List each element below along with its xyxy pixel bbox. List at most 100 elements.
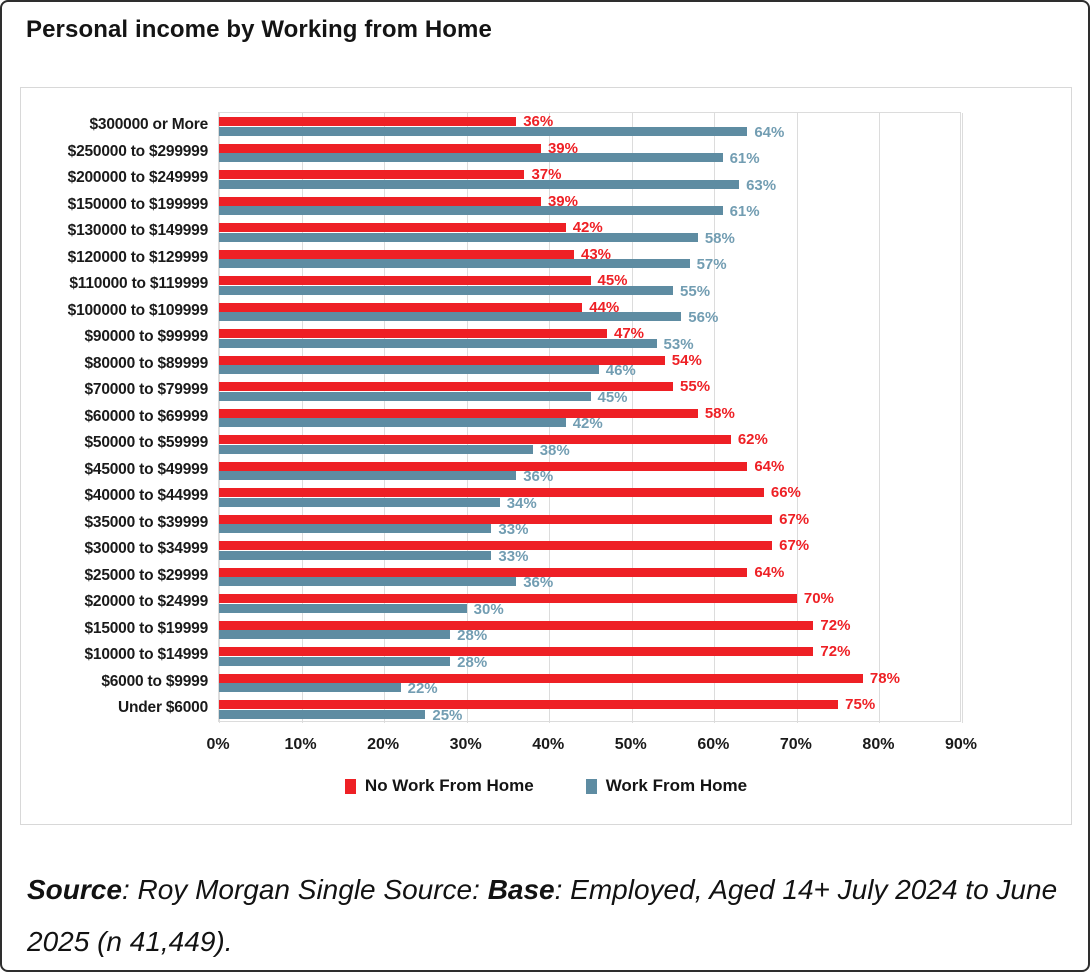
bar-work-from-home <box>219 630 451 640</box>
value-label-no-work-from-home: 67% <box>779 510 810 528</box>
bar-row: 55% 45% <box>219 378 960 405</box>
category-label: $100000 to $109999 <box>67 301 209 319</box>
plot-area: 36% 64% 39% 61% 37% 63% 39% 61% 42% 58% 43% 57% 45% 5… <box>218 112 963 723</box>
source-text: : Roy Morgan Single Source: <box>121 874 488 905</box>
bar-no-work-from-home <box>219 117 517 126</box>
gridline <box>466 113 468 723</box>
x-tick-label: 40% <box>532 736 565 753</box>
bar-no-work-from-home <box>219 223 566 233</box>
category-label: $15000 to $19999 <box>84 619 209 637</box>
gridline <box>219 113 220 723</box>
gridline <box>714 113 716 723</box>
value-label-work-from-home: 34% <box>506 494 537 512</box>
value-label-no-work-from-home: 55% <box>680 378 711 396</box>
bar-no-work-from-home <box>219 647 814 657</box>
bar-work-from-home <box>219 206 723 216</box>
gridline <box>384 113 386 723</box>
legend-swatch-no-work-from-home <box>344 778 356 794</box>
value-label-no-work-from-home: 72% <box>820 643 851 661</box>
bar-work-from-home <box>219 550 492 560</box>
bar-no-work-from-home <box>219 567 748 577</box>
value-label-no-work-from-home: 36% <box>523 113 554 130</box>
gridline <box>962 113 963 723</box>
value-label-work-from-home: 33% <box>498 547 529 565</box>
source-label: Source <box>27 874 122 905</box>
bar-work-from-home <box>219 603 467 613</box>
bar-row: 36% 64% <box>219 113 960 140</box>
bar-row: 42% 58% <box>219 219 960 246</box>
value-label-no-work-from-home: 42% <box>572 219 603 237</box>
bar-no-work-from-home <box>219 276 591 286</box>
category-label: $20000 to $24999 <box>84 593 209 611</box>
bar-work-from-home <box>219 179 740 189</box>
source-note: Source: Roy Morgan Single Source: Base: … <box>27 864 1072 968</box>
category-label: $90000 to $99999 <box>84 328 209 346</box>
bar-no-work-from-home <box>219 435 731 445</box>
bar-work-from-home <box>219 285 674 295</box>
category-label: $130000 to $149999 <box>67 222 209 240</box>
bar-no-work-from-home <box>219 541 773 551</box>
bar-row: 64% 36% <box>219 564 960 592</box>
x-tick-label: 50% <box>614 736 647 753</box>
bar-row: 67% 33% <box>219 510 960 537</box>
legend: No Work From Home Work From Home <box>21 776 1071 796</box>
category-label: $30000 to $34999 <box>84 540 209 558</box>
category-label: $200000 to $249999 <box>67 169 209 187</box>
category-label: $250000 to $299999 <box>67 142 209 160</box>
value-label-no-work-from-home: 58% <box>704 404 735 422</box>
bar-no-work-from-home <box>219 329 607 339</box>
value-label-work-from-home: 63% <box>746 176 777 194</box>
gridline <box>301 113 303 723</box>
bar-row: 72% 28% <box>219 617 960 643</box>
bar-row: 45% 55% <box>219 272 960 299</box>
bar-work-from-home <box>219 365 599 375</box>
bar-row: 75% 25% <box>219 696 960 723</box>
bar-row: 39% 61% <box>219 192 960 221</box>
bar-work-from-home <box>219 338 657 348</box>
bar-row: 44% 56% <box>219 299 960 325</box>
category-label: $50000 to $59999 <box>84 434 209 452</box>
chart-area: $300000 or More $250000 to $299999 $200000… <box>20 87 1072 825</box>
value-label-no-work-from-home: 75% <box>845 696 876 714</box>
base-text: : Employed, Aged 14+ July 2024 to June 2… <box>27 874 1058 958</box>
bar-row: 54% 46% <box>219 352 960 378</box>
category-label: $45000 to $49999 <box>84 460 209 478</box>
chart-title: Personal income by Working from Home <box>26 16 492 43</box>
x-tick-label: 80% <box>862 736 895 753</box>
bar-row: 70% 30% <box>219 590 960 617</box>
value-label-work-from-home: 64% <box>754 123 785 141</box>
bar-work-from-home <box>219 497 500 507</box>
value-label-no-work-from-home: 62% <box>737 431 768 449</box>
bar-row: 67% 33% <box>219 537 960 564</box>
value-label-no-work-from-home: 39% <box>547 192 578 210</box>
x-tick-label: 70% <box>779 736 812 753</box>
category-label: $150000 to $199999 <box>67 195 209 213</box>
value-label-work-from-home: 38% <box>539 441 570 459</box>
category-label: $300000 or More <box>89 116 209 133</box>
value-label-work-from-home: 42% <box>572 415 603 433</box>
bar-no-work-from-home <box>219 488 764 498</box>
value-label-no-work-from-home: 45% <box>597 272 628 290</box>
category-label: $70000 to $79999 <box>84 381 209 399</box>
legend-swatch-work-from-home <box>585 778 597 794</box>
category-label: Under $6000 <box>118 699 208 717</box>
bar-no-work-from-home <box>219 408 698 418</box>
x-tick-label: 90% <box>944 736 978 753</box>
bar-row: 64% 36% <box>219 458 960 486</box>
value-label-work-from-home: 55% <box>680 282 711 300</box>
value-label-work-from-home: 36% <box>523 574 554 592</box>
x-tick-label: 20% <box>367 736 400 753</box>
category-label: $110000 to $119999 <box>69 275 208 293</box>
y-axis-labels: $300000 or More $250000 to $299999 $200000… <box>21 112 209 722</box>
value-label-work-from-home: 36% <box>523 468 554 486</box>
bar-no-work-from-home <box>219 170 525 180</box>
bar-work-from-home <box>219 391 591 401</box>
category-label: $25000 to $29999 <box>84 566 209 584</box>
category-label: $40000 to $44999 <box>84 487 209 505</box>
legend-label-no-work-from-home: No Work From Home <box>364 776 534 795</box>
value-label-work-from-home: 61% <box>729 203 760 221</box>
value-label-no-work-from-home: 66% <box>770 484 801 502</box>
category-label: $80000 to $89999 <box>84 354 209 372</box>
value-label-no-work-from-home: 47% <box>614 325 645 343</box>
